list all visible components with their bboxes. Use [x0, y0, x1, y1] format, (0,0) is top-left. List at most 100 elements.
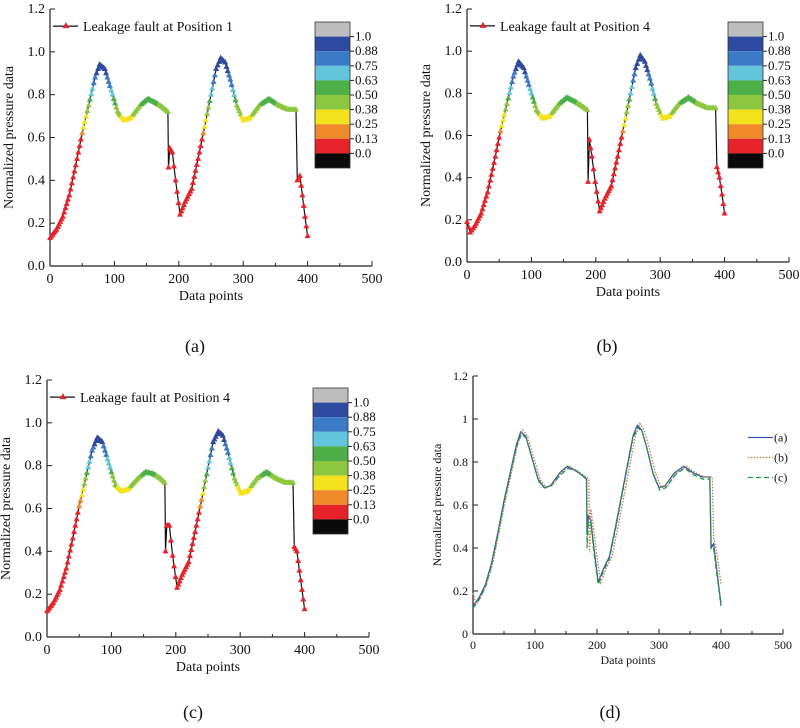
- data-point-marker: [86, 96, 93, 102]
- data-point-marker: [100, 442, 107, 449]
- data-point-marker: [75, 148, 82, 155]
- x-tick-label: 200: [588, 638, 606, 652]
- data-point-marker: [195, 509, 202, 515]
- data-point-marker: [623, 108, 630, 115]
- data-point-marker: [502, 105, 509, 112]
- data-point-marker: [176, 577, 183, 584]
- data-point-marker: [608, 182, 615, 189]
- x-tick-label: 500: [362, 272, 383, 287]
- data-point-marker: [171, 562, 178, 569]
- colorbar-segment: [315, 80, 350, 95]
- data-point-marker: [107, 464, 114, 470]
- data-point-marker: [509, 78, 516, 84]
- colorbar-label: 0.50: [355, 87, 378, 102]
- data-point-marker: [493, 146, 500, 153]
- data-point-marker: [487, 177, 494, 183]
- data-point-marker: [63, 564, 70, 571]
- data-point-marker: [63, 200, 70, 206]
- data-point-marker: [110, 477, 117, 483]
- data-point-marker: [631, 70, 638, 77]
- data-point-marker: [595, 198, 602, 204]
- colorbar-label: 0.50: [353, 453, 376, 468]
- data-point-marker: [496, 134, 503, 140]
- data-point-marker: [586, 136, 593, 142]
- data-point-marker: [717, 182, 724, 189]
- colorbar-segment: [313, 446, 348, 461]
- data-point-marker: [494, 140, 501, 146]
- data-point-marker: [65, 552, 72, 559]
- y-axis-label: Normalized pressure data: [419, 63, 434, 207]
- x-tick-label: 0: [47, 272, 54, 287]
- x-tick-label: 300: [650, 638, 668, 652]
- colorbar-segment: [315, 22, 350, 37]
- data-point-marker: [596, 207, 603, 214]
- x-axis-label: Data points: [596, 285, 660, 300]
- data-point-marker: [81, 118, 88, 125]
- y-axis-label: Normalized pressure data: [430, 443, 444, 566]
- colorbar-label: 0.88: [353, 409, 376, 424]
- data-point-marker: [177, 211, 184, 217]
- data-point-marker: [87, 452, 94, 459]
- x-tick-label: 100: [521, 268, 542, 283]
- data-point-marker: [507, 83, 514, 90]
- colorbar-segment: [315, 36, 350, 52]
- series-line: [46, 430, 306, 612]
- data-point-marker: [632, 64, 639, 71]
- data-point-marker: [303, 222, 310, 229]
- data-point-marker: [105, 78, 112, 84]
- data-point-marker: [634, 60, 641, 66]
- colorbar-segment: [313, 504, 348, 520]
- data-point-marker: [186, 552, 193, 559]
- data-point-marker: [174, 188, 181, 194]
- colorbar-segment: [313, 490, 348, 505]
- data-point-marker: [71, 167, 78, 174]
- x-tick-label: 0: [464, 268, 471, 283]
- data-point-marker: [641, 58, 648, 64]
- data-point-marker: [521, 68, 528, 75]
- data-point-marker: [88, 90, 95, 97]
- data-point-marker: [103, 69, 110, 76]
- data-point-marker: [232, 96, 239, 103]
- data-point-marker: [59, 577, 66, 584]
- data-point-marker: [192, 167, 199, 173]
- data-point-marker: [103, 451, 110, 457]
- data-point-marker: [713, 163, 720, 170]
- data-point-marker: [627, 89, 634, 96]
- data-point-marker: [193, 161, 200, 167]
- data-point-marker: [506, 89, 513, 95]
- data-point-marker: [512, 65, 519, 72]
- data-point-marker: [199, 490, 206, 496]
- data-point-marker: [85, 463, 92, 470]
- data-point-marker: [76, 502, 83, 509]
- y-tick-label: 0.0: [28, 259, 46, 274]
- data-point-marker: [635, 56, 642, 62]
- data-point-marker: [715, 168, 722, 175]
- data-point-marker: [108, 468, 115, 475]
- data-point-marker: [71, 528, 78, 535]
- data-point-marker: [228, 81, 235, 87]
- data-point-marker: [296, 567, 303, 573]
- y-tick-label: 0.6: [28, 131, 46, 146]
- data-point-marker: [70, 173, 77, 180]
- x-tick-label: 300: [650, 268, 671, 283]
- x-tick-label: 500: [774, 638, 792, 652]
- data-point-marker: [645, 70, 652, 77]
- x-tick-label: 400: [712, 638, 730, 652]
- data-point-marker: [299, 586, 306, 592]
- colorbar-segment: [728, 153, 763, 168]
- y-tick-label: 0.0: [25, 630, 43, 645]
- data-point-marker: [523, 72, 530, 79]
- data-point-marker: [113, 104, 120, 110]
- y-tick-label: 1.2: [28, 2, 46, 17]
- data-point-marker: [208, 91, 214, 97]
- data-point-marker: [90, 79, 97, 86]
- x-tick-label: 400: [297, 272, 318, 287]
- y-tick-label: 0.8: [445, 86, 463, 101]
- data-point-marker: [464, 218, 470, 224]
- colorbar-segment: [315, 124, 350, 139]
- data-point-marker: [612, 164, 619, 171]
- data-point-marker: [511, 69, 518, 75]
- colorbar-label: 0.13: [768, 131, 791, 146]
- data-point-marker: [488, 171, 495, 177]
- data-point-marker: [223, 63, 230, 69]
